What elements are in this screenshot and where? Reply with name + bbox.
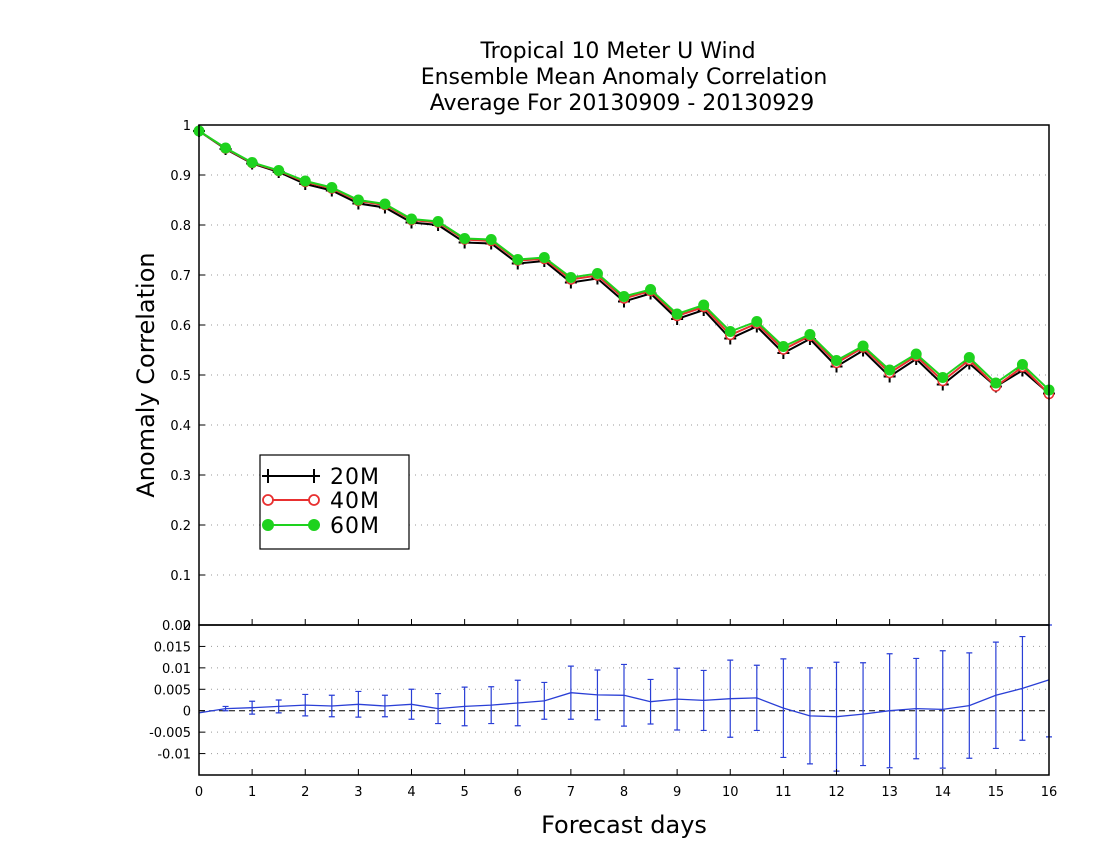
- top-gridlines: [199, 174, 1049, 576]
- bottom-series-group: [198, 624, 1052, 772]
- bottom-y-tick-label: 0.02: [162, 619, 191, 634]
- point-60M: [751, 316, 763, 327]
- legend: 20M 40M 60M: [259, 454, 410, 550]
- x-tick-label: 15: [988, 785, 1005, 800]
- x-tick-label: 3: [354, 785, 362, 800]
- point-60M: [618, 291, 630, 302]
- top-y-tick-label: 0.6: [170, 319, 191, 334]
- top-series-group: [193, 125, 1055, 400]
- point-60M: [857, 340, 869, 352]
- x-tick-label: 2: [301, 785, 309, 800]
- legend-marker-60m-right: [308, 519, 320, 531]
- top-y-axis-ticks: 0 0.1 0.2 0.3 0.4 0.5 0.6 0.7 0.8 0.9 1: [170, 119, 205, 634]
- legend-marker-40m-left: [262, 494, 274, 506]
- x-axis-label: Forecast days: [541, 811, 707, 839]
- point-60M: [990, 377, 1002, 389]
- x-tick-label: 14: [934, 785, 951, 800]
- point-60M: [937, 372, 949, 383]
- top-y-tick-label: 0.8: [170, 219, 191, 234]
- top-y-tick-label: 0.9: [170, 169, 191, 184]
- point-60M: [538, 252, 550, 263]
- bottom-y-tick-label: -0.005: [149, 726, 191, 741]
- chart-title-line-1: Tropical 10 Meter U Wind: [479, 39, 755, 64]
- top-y-tick-label: 0.1: [170, 569, 191, 584]
- chart-title-line-3: Average For 20130909 - 20130929: [430, 91, 815, 116]
- point-60M: [485, 234, 497, 245]
- y-axis-label: Anomaly Correlation: [132, 252, 160, 497]
- point-60M: [884, 364, 896, 376]
- point-60M: [565, 272, 577, 283]
- point-60M: [512, 254, 524, 265]
- legend-label-60m: 60M: [330, 514, 380, 539]
- point-60M: [724, 326, 736, 337]
- series-60M: [193, 125, 1055, 396]
- x-tick-label: 1: [248, 785, 256, 800]
- bottom-y-tick-label: 0.005: [154, 683, 191, 698]
- top-y-tick-label: 0.2: [170, 519, 191, 534]
- point-60M: [379, 198, 391, 210]
- x-tick-label: 4: [407, 785, 415, 800]
- point-60M: [671, 308, 683, 320]
- top-y-tick-label: 0.5: [170, 369, 191, 384]
- top-y-tick-label: 0.3: [170, 469, 191, 484]
- top-y-tick-label: 0.7: [170, 269, 191, 284]
- series-line-60M: [198, 130, 1050, 391]
- difference-line: [198, 679, 1050, 718]
- legend-label-20m: 20M: [330, 465, 380, 490]
- top-y-tick-label: 0.4: [170, 419, 191, 434]
- point-60M: [406, 213, 417, 225]
- top-plot-frame: [198, 124, 1050, 626]
- x-tick-label: 5: [460, 785, 468, 800]
- point-60M: [273, 165, 285, 176]
- point-60M: [326, 182, 338, 193]
- legend-marker-60m-left: [262, 519, 274, 531]
- point-60M: [591, 268, 603, 279]
- bottom-gridlines: [199, 645, 1049, 755]
- point-60M: [299, 175, 311, 187]
- point-60M: [1016, 359, 1028, 370]
- x-tick-label: 6: [514, 785, 522, 800]
- x-tick-label: 7: [567, 785, 575, 800]
- x-tick-label: 9: [673, 785, 681, 800]
- series-20M: [193, 125, 1055, 400]
- x-tick-label: 12: [828, 785, 845, 800]
- top-y-tick-label: 1: [183, 119, 191, 134]
- point-60M: [432, 216, 444, 227]
- point-60M: [220, 142, 232, 154]
- top-y-tick-label: 0: [183, 619, 191, 634]
- point-60M: [804, 329, 816, 340]
- anomaly-correlation-panel: 0 0.1 0.2 0.3 0.4 0.5 0.6 0.7 0.8 0.9 1 Anomaly Co…: [132, 119, 1055, 634]
- bottom-y-tick-label: -0.01: [157, 748, 191, 763]
- legend-marker-20m-right: [308, 469, 320, 483]
- x-tick-label: 13: [881, 785, 898, 800]
- legend-marker-40m-right: [308, 494, 320, 506]
- point-60M: [910, 348, 922, 360]
- bottom-y-tick-label: 0: [183, 705, 191, 720]
- point-60M: [246, 157, 258, 168]
- chart-title-line-2: Ensemble Mean Anomaly Correlation: [421, 65, 828, 90]
- point-60M: [698, 299, 710, 311]
- point-60M: [831, 355, 842, 366]
- x-tick-label: 16: [1041, 785, 1058, 800]
- series-40M: [193, 125, 1055, 400]
- point-60M: [777, 341, 789, 352]
- x-tick-label: 11: [775, 785, 792, 800]
- point-60M: [645, 284, 657, 295]
- point-60M: [459, 233, 471, 244]
- legend-label-40m: 40M: [330, 489, 380, 514]
- bottom-y-tick-label: 0.015: [154, 640, 191, 655]
- legend-marker-20m-left: [262, 469, 274, 483]
- point-60M: [963, 352, 975, 363]
- x-tick-label: 10: [722, 785, 739, 800]
- x-tick-label: 8: [620, 785, 628, 800]
- bottom-y-tick-label: 0.01: [162, 662, 191, 677]
- legend-box: [259, 454, 410, 550]
- x-axis-ticks: 0 1 2 3 4 5 6 7 8 9 10 11 12 13 14 15 16: [195, 619, 1057, 800]
- x-tick-label: 0: [195, 785, 203, 800]
- bottom-y-axis-ticks: 0.02 0.015 0.01 0.005 0 -0.005 -0.01: [149, 619, 205, 763]
- point-60M: [352, 194, 364, 206]
